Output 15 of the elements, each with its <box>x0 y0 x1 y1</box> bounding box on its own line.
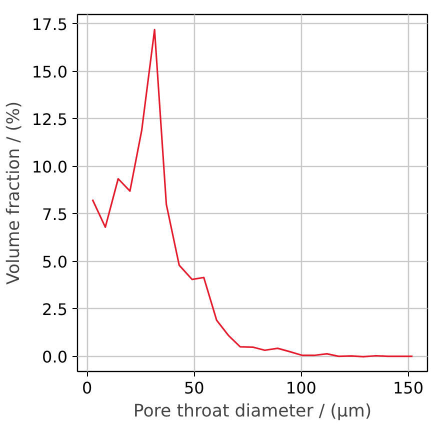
x-axis-title: Pore throat diameter / (µm) <box>133 402 372 422</box>
y-axis-title: Volume fraction / (%) <box>4 101 24 285</box>
x-tick-label: 150 <box>392 378 424 398</box>
y-tick-label: 5.0 <box>42 252 68 272</box>
x-tick-label: 100 <box>286 378 316 398</box>
x-tick-label: 50 <box>184 378 204 398</box>
y-tick-label: 15.0 <box>32 62 68 82</box>
y-tick-label: 12.5 <box>32 110 68 129</box>
y-tick-label: 17.5 <box>32 14 68 34</box>
y-tick-label: 0.0 <box>42 347 68 366</box>
y-tick-label: 2.5 <box>42 300 68 319</box>
y-tick-label: 7.5 <box>42 204 68 224</box>
y-tick-label: 10.0 <box>32 157 68 176</box>
line-series <box>92 28 414 358</box>
x-tick-label: 0 <box>82 378 92 398</box>
